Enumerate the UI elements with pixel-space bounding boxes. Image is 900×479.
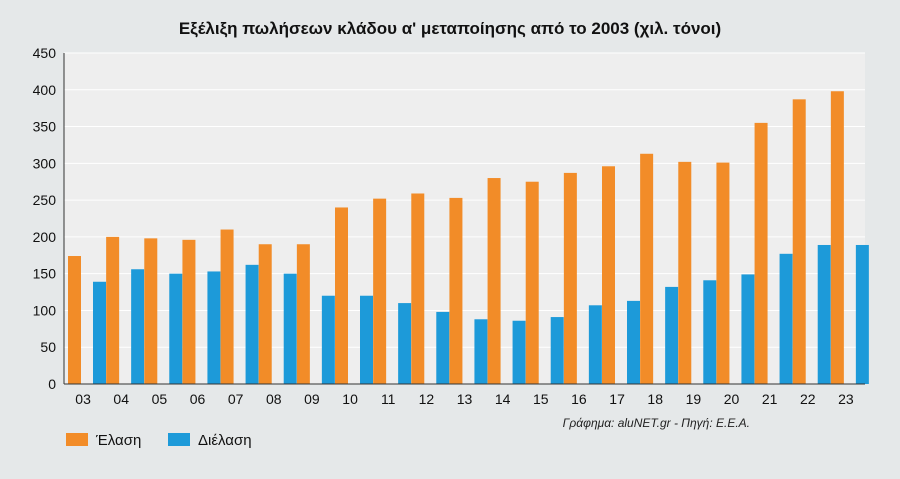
bar-dielasi-19 — [703, 280, 717, 384]
y-tick-label: 450 — [33, 45, 57, 61]
bar-elasi-23 — [830, 91, 844, 384]
chart-title: Εξέλιξη πωλήσεων κλάδου α' μεταποίησης α… — [179, 19, 721, 38]
x-tick-label: 17 — [609, 391, 625, 407]
bar-elasi-09 — [296, 244, 310, 384]
x-tick-label: 12 — [419, 391, 435, 407]
bar-dielasi-20 — [741, 274, 755, 384]
bar-elasi-14 — [487, 178, 501, 384]
x-tick-label: 07 — [228, 391, 244, 407]
x-tick-label: 18 — [647, 391, 663, 407]
y-tick-label: 50 — [40, 339, 56, 355]
bar-elasi-17 — [602, 166, 615, 384]
bar-elasi-06 — [182, 239, 196, 384]
y-tick-label: 400 — [33, 82, 57, 98]
bar-dielasi-14 — [512, 320, 526, 384]
y-tick-label: 0 — [48, 376, 56, 392]
y-tick-label: 100 — [33, 302, 57, 318]
bar-dielasi-10 — [360, 295, 373, 384]
legend-label-dielasi: Διέλαση — [198, 432, 252, 449]
bar-dielasi-18 — [665, 286, 679, 384]
bar-elasi-21 — [754, 122, 768, 384]
y-axis: 0 50 100 150 200 250 300 350 400 450 — [33, 45, 57, 392]
x-tick-label: 15 — [533, 391, 549, 407]
x-tick-label: 20 — [724, 391, 740, 407]
x-tick-label: 13 — [457, 391, 473, 407]
y-tick-label: 350 — [33, 119, 57, 135]
x-tick-label: 04 — [113, 391, 129, 407]
x-tick-label: 21 — [762, 391, 778, 407]
x-tick-label: 23 — [838, 391, 854, 407]
x-tick-label: 11 — [381, 391, 396, 407]
x-tick-label: 03 — [75, 391, 91, 407]
bar-dielasi-17 — [627, 300, 640, 384]
bar-dielasi-11 — [398, 303, 412, 384]
bar-elasi-07 — [220, 229, 234, 384]
x-tick-label: 08 — [266, 391, 282, 407]
bar-elasi-20 — [716, 162, 730, 384]
legend-swatch-dielasi — [168, 433, 190, 446]
bar-dielasi-05 — [169, 273, 183, 384]
y-tick-label: 150 — [33, 266, 57, 282]
bar-dielasi-03 — [93, 281, 106, 384]
plot-area — [64, 53, 865, 384]
bar-elasi-04 — [106, 236, 120, 384]
y-tick-label: 250 — [33, 192, 57, 208]
x-tick-label: 16 — [571, 391, 587, 407]
bar-dielasi-08 — [283, 273, 297, 384]
bar-elasi-12 — [411, 193, 425, 384]
bar-dielasi-04 — [131, 269, 145, 384]
bar-elasi-10 — [335, 207, 348, 384]
bar-dielasi-23 — [855, 244, 869, 384]
grid — [64, 52, 865, 348]
bar-dielasi-13 — [474, 319, 488, 384]
bar-dielasi-21 — [779, 253, 793, 384]
bar-elasi-22 — [792, 99, 806, 384]
bar-dielasi-09 — [321, 295, 335, 384]
bar-elasi-15 — [525, 181, 539, 384]
x-tick-label: 22 — [800, 391, 816, 407]
bars — [68, 91, 869, 384]
bar-elasi-05 — [144, 238, 158, 384]
x-axis: 03 04 05 06 07 08 09 10 11 12 13 14 15 16 17 18 19 20 21 22… — [75, 391, 854, 407]
bar-dielasi-15 — [550, 317, 564, 384]
bar-elasi-08 — [258, 244, 272, 384]
bar-dielasi-06 — [207, 271, 221, 384]
x-tick-label: 05 — [152, 391, 168, 407]
legend-label-elasi: Έλαση — [95, 432, 141, 449]
bar-elasi-16 — [563, 172, 577, 384]
x-tick-label: 14 — [495, 391, 511, 407]
x-tick-label: 19 — [686, 391, 702, 407]
legend-swatch-elasi — [66, 433, 88, 446]
y-tick-label: 200 — [33, 229, 57, 245]
legend: Έλαση Διέλαση — [66, 432, 252, 449]
bar-elasi-18 — [640, 153, 654, 384]
bar-elasi-13 — [449, 197, 463, 384]
bar-dielasi-07 — [245, 264, 259, 384]
bar-dielasi-16 — [588, 305, 602, 384]
x-tick-label: 10 — [342, 391, 358, 407]
x-tick-label: 09 — [304, 391, 320, 407]
bar-elasi-11 — [373, 198, 387, 384]
bar-dielasi-22 — [817, 244, 831, 384]
bar-elasi-19 — [678, 161, 692, 384]
bar-dielasi-12 — [436, 311, 450, 384]
source-credit: Γράφημα: aluNET.gr - Πηγή: Ε.Ε.Α. — [563, 416, 750, 430]
bar-elasi-03 — [68, 256, 81, 384]
x-tick-label: 06 — [190, 391, 206, 407]
y-tick-label: 300 — [33, 155, 57, 171]
